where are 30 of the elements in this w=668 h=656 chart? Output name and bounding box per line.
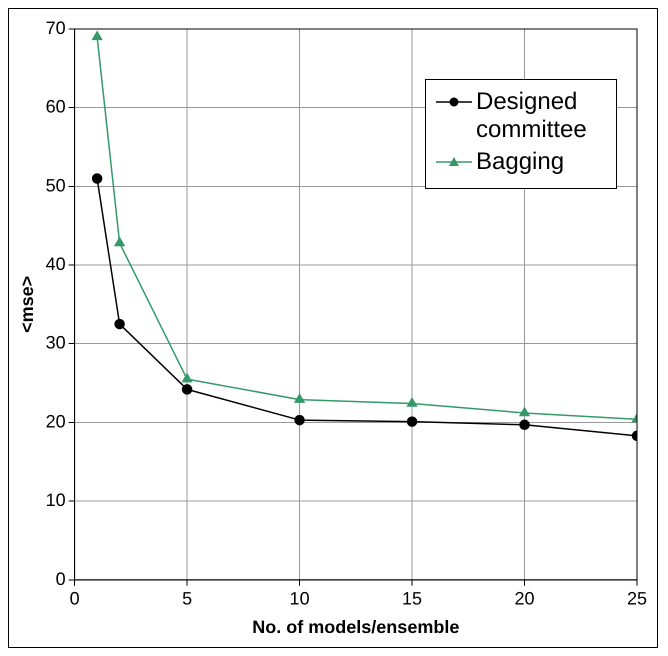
point xyxy=(294,414,305,426)
point xyxy=(182,373,192,382)
point xyxy=(92,173,102,184)
y-tick-label: 0 xyxy=(56,568,66,589)
x-tick-label: 5 xyxy=(182,588,192,609)
y-axis-title: <mse> xyxy=(16,276,37,333)
point xyxy=(519,407,530,416)
x-tick-label: 20 xyxy=(514,588,535,609)
x-axis-title: No. of models/ensemble xyxy=(252,617,460,638)
point xyxy=(406,398,418,407)
point xyxy=(519,420,530,430)
y-tick-label: 40 xyxy=(46,254,66,274)
x-tick-label: 0 xyxy=(70,588,80,609)
point xyxy=(114,237,125,246)
point xyxy=(182,384,192,395)
point xyxy=(92,31,102,40)
legend-label: Bagging xyxy=(476,148,564,176)
y-tick-label: 30 xyxy=(46,332,66,353)
y-tick-label: 20 xyxy=(46,411,66,432)
point xyxy=(406,416,418,427)
x-tick-label: 25 xyxy=(626,588,648,609)
y-tick-label: 50 xyxy=(46,175,66,196)
y-tick-label: 10 xyxy=(46,490,66,510)
x-tick-label: 15 xyxy=(402,588,422,609)
x-tick-label: 10 xyxy=(290,588,310,609)
y-tick-label: 60 xyxy=(46,96,66,117)
point xyxy=(114,318,125,330)
y-tick-label: 70 xyxy=(46,18,66,38)
point xyxy=(294,394,305,403)
legend-label: Designed committee xyxy=(476,88,588,144)
